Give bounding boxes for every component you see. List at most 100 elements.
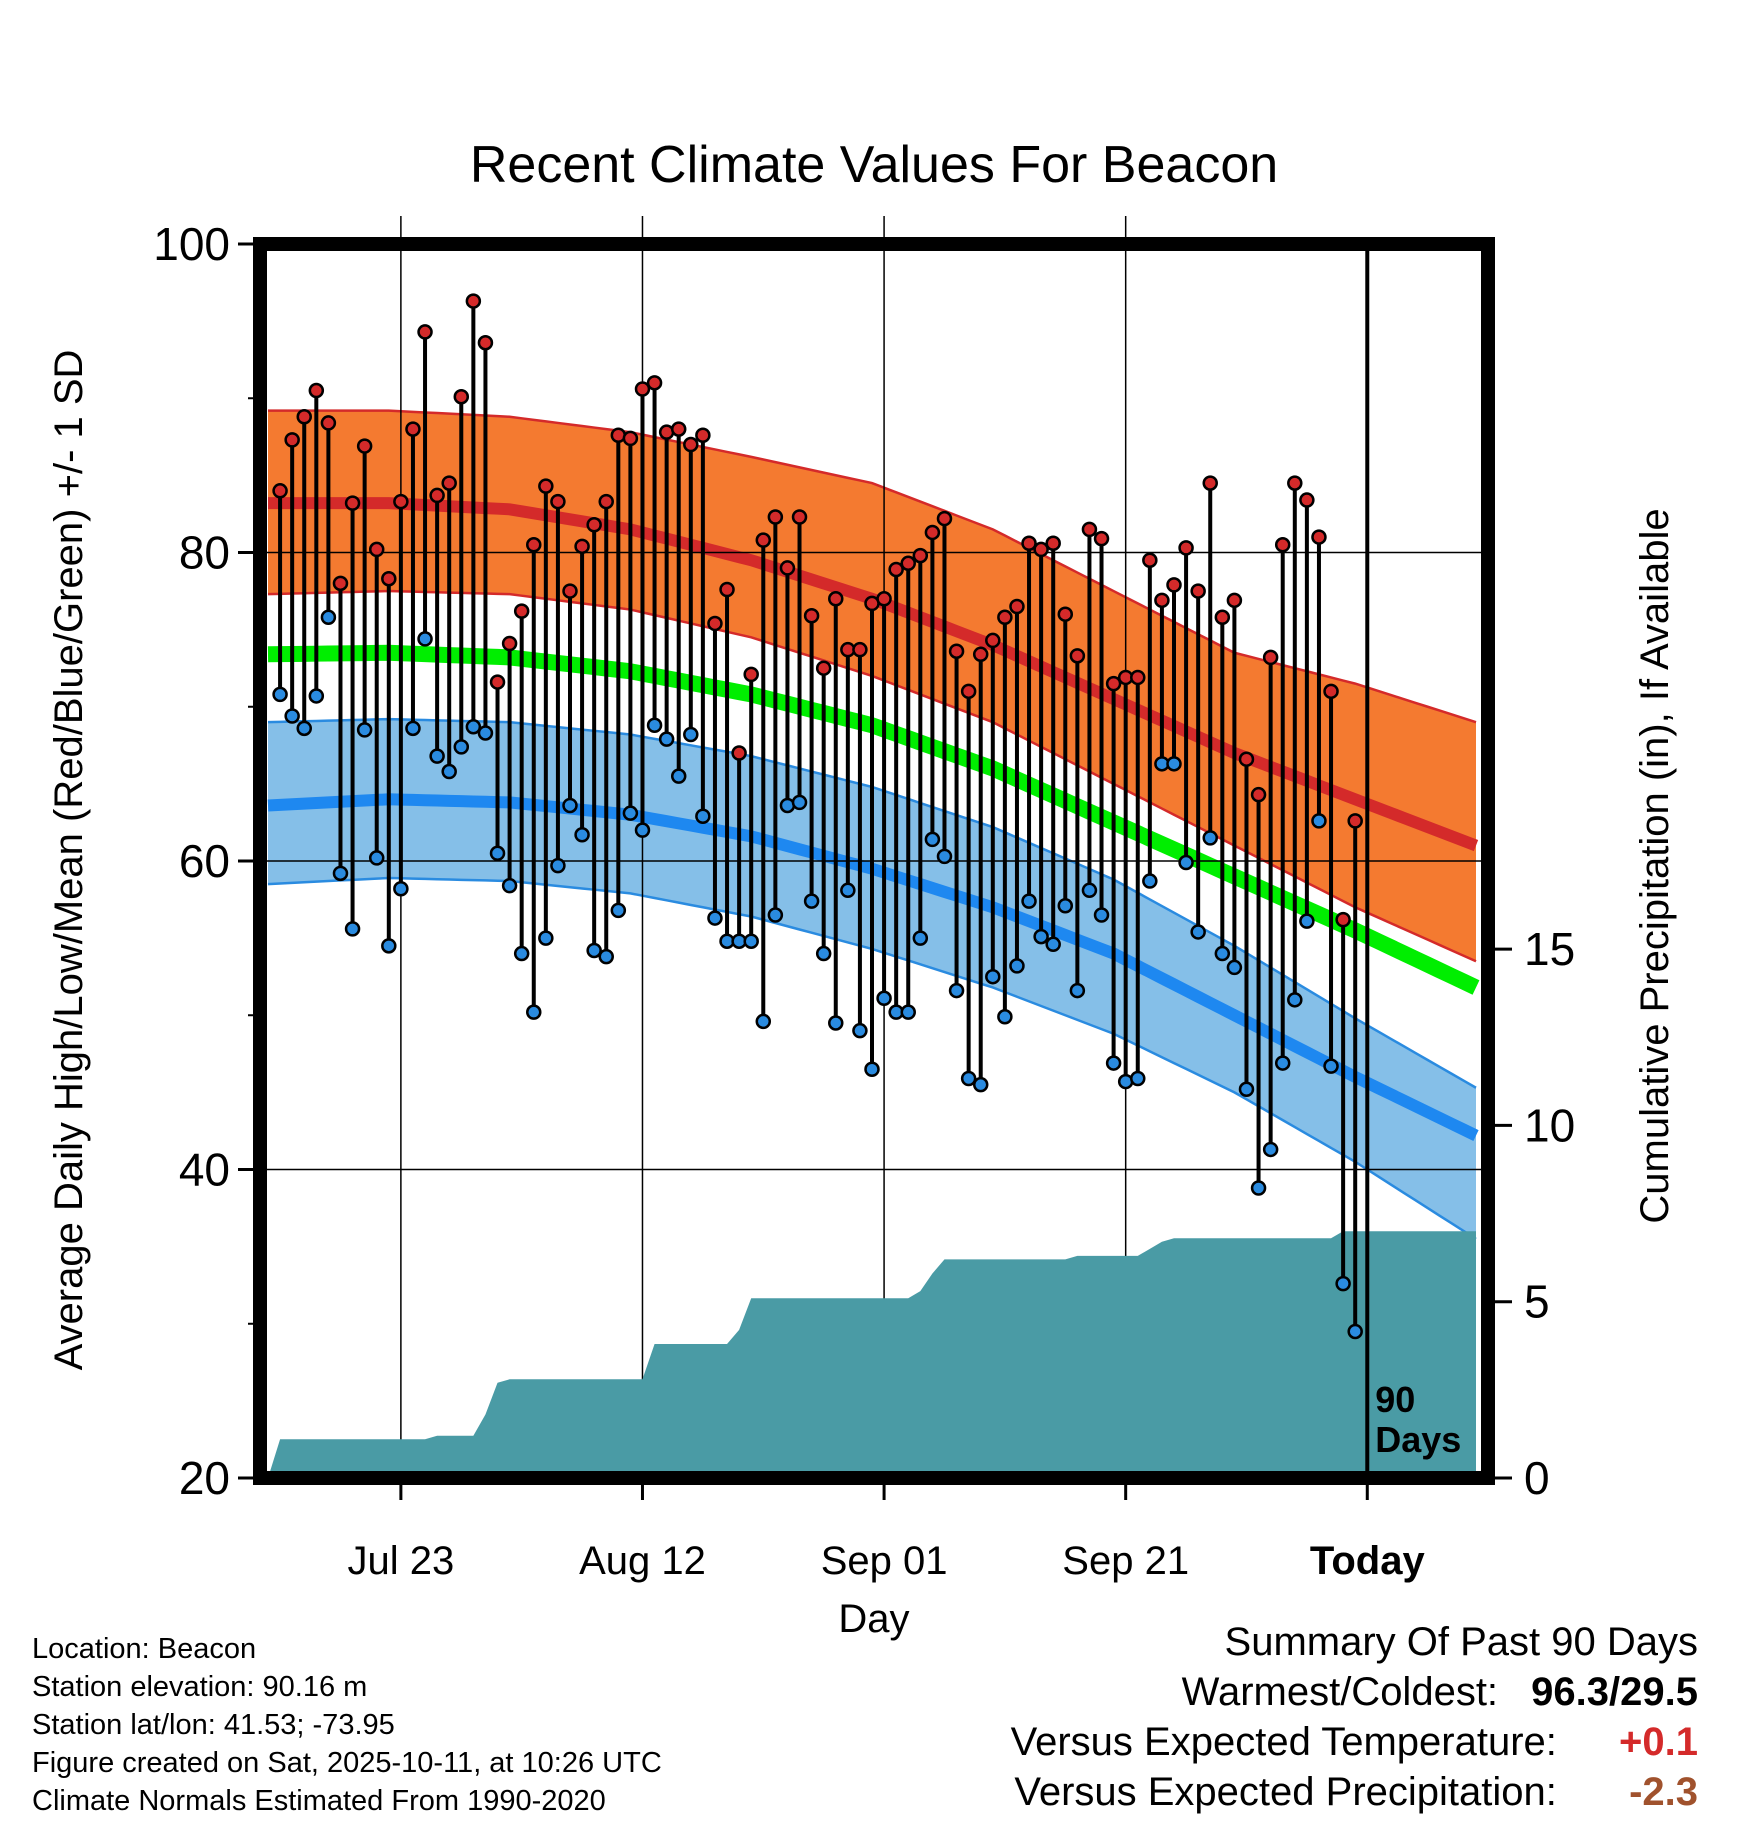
temperature-label: Versus Expected Temperature: (1010, 1720, 1557, 1764)
y-axis-label: Average Daily High/Low/Mean (Red/Blue/Gr… (47, 350, 91, 1371)
y2-tick-label: 15 (1524, 923, 1575, 975)
high-point (574, 538, 590, 555)
high-point (646, 375, 663, 391)
low-point (272, 686, 288, 703)
low-point (924, 831, 941, 848)
low-point (767, 907, 784, 923)
low-point (453, 739, 470, 755)
low-point (598, 948, 614, 965)
low-point (1299, 913, 1315, 929)
low-point (876, 990, 892, 1007)
high-point (985, 632, 1001, 649)
low-point (513, 945, 530, 962)
high-point (526, 537, 542, 553)
high-point (1178, 540, 1194, 556)
high-point (489, 674, 506, 690)
high-point (803, 607, 820, 624)
high-point (719, 581, 735, 598)
y-axis-ticks: 20 40 60 80 100 (153, 218, 260, 1504)
low-point (1057, 897, 1074, 914)
high-point (888, 561, 904, 578)
high-point (501, 635, 518, 652)
low-point (1009, 958, 1025, 974)
low-point (1081, 882, 1098, 899)
low-point (1262, 1141, 1279, 1158)
today-days-label: Days (1375, 1419, 1461, 1460)
high-point (1250, 786, 1267, 803)
low-point (900, 1004, 916, 1020)
high-point (308, 382, 325, 399)
low-point (912, 930, 929, 946)
y2-axis-ticks: 0 5 10 15 (1488, 923, 1575, 1504)
low-point (936, 848, 953, 865)
low-point (695, 808, 711, 825)
high-point (441, 475, 457, 491)
y-tick-label: 60 (179, 835, 230, 887)
low-sd-band (268, 719, 1476, 1239)
high-point (948, 643, 965, 659)
high-point (586, 516, 602, 533)
high-point (622, 430, 639, 447)
high-point (731, 745, 747, 761)
y-tick-label: 100 (153, 218, 230, 270)
low-point (815, 945, 832, 962)
high-point (1274, 537, 1291, 553)
high-point (368, 541, 385, 558)
low-point (501, 877, 518, 894)
low-point (1069, 982, 1086, 999)
low-point (828, 1015, 844, 1031)
high-point (791, 509, 808, 525)
high-point (924, 524, 941, 541)
high-point (465, 293, 482, 309)
y-tick-label: 80 (179, 527, 230, 579)
low-point (683, 726, 699, 743)
low-point (658, 731, 675, 747)
precipitation-area (268, 1231, 1476, 1478)
high-point (1154, 592, 1170, 609)
low-point (1045, 936, 1061, 953)
low-point (1226, 959, 1243, 976)
high-sd-band (268, 410, 1476, 962)
high-point (562, 583, 578, 599)
high-point (815, 660, 832, 676)
high-point (1166, 577, 1182, 593)
high-point (417, 324, 433, 340)
high-point (960, 683, 977, 700)
low-point (465, 719, 482, 735)
high-point (513, 603, 530, 619)
latlon-text: Station lat/lon: 41.53; -73.95 (32, 1709, 395, 1741)
high-point (1069, 648, 1086, 664)
high-point (1105, 675, 1122, 692)
high-point (550, 493, 566, 510)
low-point (1021, 893, 1037, 909)
x-tick-label: Jul 23 (348, 1539, 455, 1583)
high-point (272, 483, 288, 499)
low-point (356, 722, 373, 738)
low-point (852, 1022, 868, 1039)
low-point (960, 1070, 977, 1087)
high-point (393, 493, 409, 510)
low-point (393, 881, 409, 897)
high-point (1214, 609, 1231, 626)
precipitation-label: Versus Expected Precipitation: (1014, 1770, 1557, 1814)
low-point (368, 850, 385, 866)
low-point (1166, 756, 1182, 772)
high-point (1323, 683, 1339, 700)
high-point (1226, 592, 1243, 609)
low-point (948, 982, 965, 999)
high-point (1057, 606, 1074, 622)
location-text: Location: Beacon (32, 1633, 257, 1665)
high-point (912, 547, 929, 564)
low-point (1178, 854, 1194, 871)
high-point (296, 409, 312, 425)
low-point (1347, 1323, 1363, 1340)
high-point (405, 421, 421, 437)
high-point (598, 493, 614, 510)
low-point (320, 609, 337, 626)
low-point (381, 938, 397, 954)
high-point (320, 415, 337, 431)
low-point (1093, 907, 1110, 923)
high-point (332, 575, 349, 592)
high-point (634, 381, 651, 397)
